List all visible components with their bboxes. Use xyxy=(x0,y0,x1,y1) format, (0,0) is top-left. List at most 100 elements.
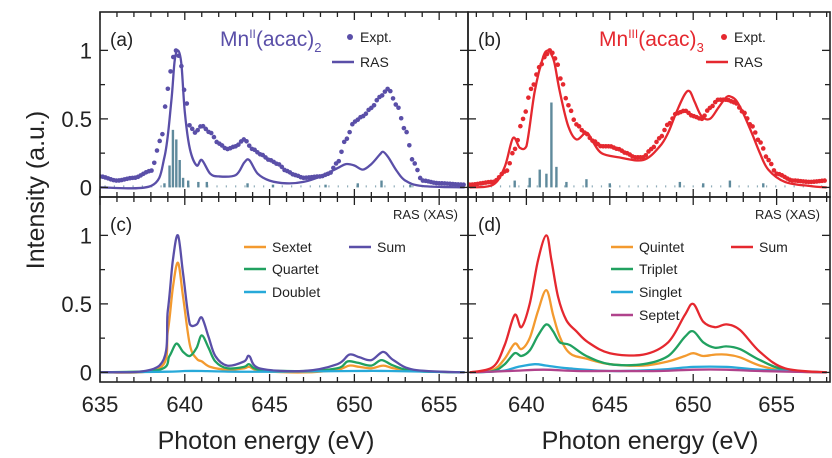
y-tick-label-c: 0.5 xyxy=(61,292,92,317)
point-a-expt xyxy=(396,105,401,111)
x-tick-label-d: 645 xyxy=(591,392,628,417)
series-line-d-quintet xyxy=(469,289,827,374)
panel-title-c: RAS (XAS) xyxy=(393,207,458,222)
point-b-expt xyxy=(518,123,523,129)
point-b-expt xyxy=(571,117,577,123)
panel-tag-c: (c) xyxy=(110,215,132,236)
point-b-expt xyxy=(526,95,531,100)
x-tick-label-d: 650 xyxy=(675,392,712,417)
point-a-expt xyxy=(344,136,350,142)
point-b-expt xyxy=(758,140,763,145)
point-a-expt xyxy=(371,102,377,108)
y-axis-title: Intensity (a.u.) xyxy=(22,111,50,269)
point-b-expt xyxy=(763,154,769,159)
point-b-expt xyxy=(662,127,667,133)
legend-marker-b-expt xyxy=(721,34,727,40)
panel-title-d: RAS (XAS) xyxy=(755,207,820,222)
point-a-expt xyxy=(279,164,285,170)
compound-title-part: 3 xyxy=(697,40,704,55)
point-a-expt xyxy=(211,134,217,140)
point-a-expt xyxy=(203,126,209,132)
legend-label-b-expt: Expt. xyxy=(734,29,766,45)
point-b-expt xyxy=(750,124,755,129)
point-a-expt xyxy=(165,86,171,92)
y-tick-label-a: 0.5 xyxy=(61,107,92,132)
point-b-expt xyxy=(752,130,758,135)
point-a-expt xyxy=(244,138,249,144)
panel-a: 0 0.5 1 (a) MnII(acac)2 Expt. RAS xyxy=(61,11,469,200)
point-b-expt xyxy=(768,161,774,167)
legend-label-d-septet: Septet xyxy=(639,307,680,323)
point-a-expt xyxy=(189,126,195,132)
compound-title-part: III xyxy=(628,27,638,41)
panel-c: 635 640 645 650 655 0 0.5 1 (c) RAS (XAS) Sextet Qu… xyxy=(61,196,469,417)
point-b-expt xyxy=(510,150,515,156)
plot-area-c xyxy=(100,234,465,374)
legend-marker-a-expt xyxy=(347,34,353,40)
y-tick-label-c: 1 xyxy=(80,223,92,248)
panel-b: (b) MnIII(acac)3 Expt. RAS xyxy=(467,11,831,198)
point-b-expt xyxy=(560,82,566,87)
point-b-expt xyxy=(659,133,665,139)
compound-title-b: MnIII(acac)3 xyxy=(599,27,704,55)
point-a-expt xyxy=(162,104,168,109)
point-a-expt xyxy=(388,88,393,94)
x-tick-label-d: 640 xyxy=(508,392,545,417)
point-a-expt xyxy=(336,158,342,164)
series-line-c-sum xyxy=(100,234,465,374)
point-b-expt xyxy=(651,144,657,150)
point-b-expt xyxy=(558,76,563,81)
compound-title-a: MnII(acac)2 xyxy=(220,27,321,55)
point-b-expt xyxy=(507,160,513,166)
legend-label-c-sum: Sum xyxy=(377,239,406,255)
series-line-d-sum xyxy=(469,234,827,374)
compound-title-part: Mn xyxy=(220,28,249,51)
legend-label-d-singlet: Singlet xyxy=(639,284,682,300)
legend-label-d-triplet: Triplet xyxy=(639,261,677,277)
point-a-expt xyxy=(208,130,214,136)
point-b-expt xyxy=(563,95,569,101)
point-a-expt xyxy=(393,102,399,107)
compound-title-part: (acac) xyxy=(638,28,696,51)
point-a-expt xyxy=(461,182,466,187)
point-a-expt xyxy=(363,111,369,117)
legend-label-a-expt: Expt. xyxy=(360,29,392,45)
point-a-expt xyxy=(398,115,404,121)
legend-label-c-sextet: Sextet xyxy=(272,239,312,255)
point-a-expt xyxy=(339,149,344,155)
point-a-expt xyxy=(184,101,190,106)
point-b-expt xyxy=(504,168,510,173)
legend-label-d-quintet: Quintet xyxy=(639,239,684,255)
point-b-expt xyxy=(710,103,715,109)
x-tick-label-c: 640 xyxy=(166,392,203,417)
point-b-expt xyxy=(771,168,777,173)
point-b-expt xyxy=(576,124,582,129)
point-a-expt xyxy=(390,96,396,101)
point-a-expt xyxy=(246,143,252,148)
point-a-expt xyxy=(409,157,415,162)
panel-tag-d: (d) xyxy=(478,215,501,236)
y-tick-label-a: 1 xyxy=(80,38,92,63)
series-line-d-triplet xyxy=(469,323,827,374)
point-b-expt xyxy=(512,146,518,152)
compound-title-part: II xyxy=(249,27,256,41)
point-a-expt xyxy=(401,125,407,131)
point-a-expt xyxy=(187,123,192,128)
point-a-expt xyxy=(347,129,352,135)
point-a-expt xyxy=(168,69,173,74)
plot-area-b xyxy=(468,48,827,189)
point-a-expt xyxy=(157,138,162,144)
point-a-expt xyxy=(154,148,160,153)
point-a-expt xyxy=(149,168,154,173)
x-tick-label-c: 635 xyxy=(82,392,119,417)
point-a-expt xyxy=(151,160,157,166)
legend-label-c-quartet: Quartet xyxy=(272,261,319,277)
point-b-expt xyxy=(643,152,649,158)
legend-label-b-ras: RAS xyxy=(734,54,763,70)
plot-area-d xyxy=(469,234,827,374)
x-axis-title-left: Photon energy (eV) xyxy=(158,427,375,455)
panel-d: 640 645 650 655 (d) RAS (XAS) Quintet Triplet Si… xyxy=(467,196,831,417)
point-b-expt xyxy=(555,62,561,67)
point-a-expt xyxy=(341,139,347,145)
